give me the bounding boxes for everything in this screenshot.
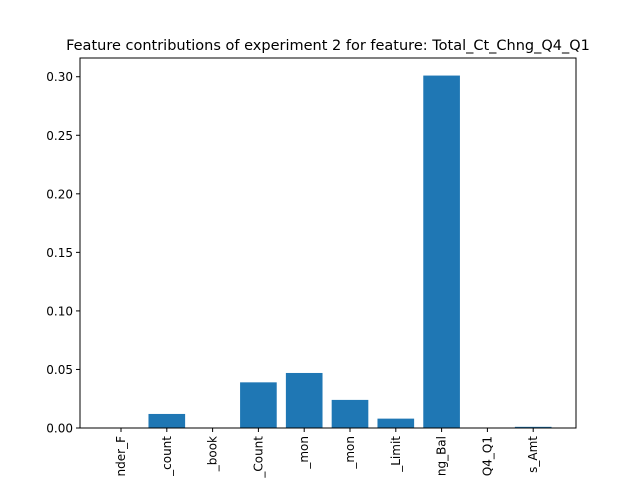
x-tick-label: _mon: [297, 436, 311, 470]
bar-4: [285, 372, 323, 428]
x-tick-label: ng_Bal: [435, 436, 449, 476]
bar-9: [514, 426, 552, 428]
x-tick-label: _book: [206, 436, 220, 472]
chart-title: Feature contributions of experiment 2 fo…: [66, 38, 590, 54]
plot-frame: [79, 57, 577, 429]
y-tick-label: 0.25: [46, 129, 73, 143]
x-tick-label: _Count: [251, 436, 265, 479]
bar-3: [240, 382, 277, 428]
bar-7: [423, 75, 460, 428]
bars-group: [148, 75, 552, 428]
x-axis: nder_F _count _book _Count _mon _mon _Limit ng_…: [114, 428, 540, 479]
y-axis: 0.00 0.05 0.10 0.15 0.20 0.25 0.30: [46, 70, 80, 436]
y-tick-label: 0.30: [46, 70, 73, 84]
y-tick-label: 0.20: [46, 187, 73, 201]
bar-5: [331, 399, 369, 428]
x-tick-label: _count: [160, 436, 174, 477]
y-tick-label: 0.10: [46, 304, 73, 318]
x-tick-label: _Limit: [389, 436, 403, 473]
y-tick-label: 0.05: [46, 363, 73, 377]
x-tick-label: Q4_Q1: [480, 436, 494, 476]
bar-1: [148, 413, 186, 428]
y-tick-label: 0.15: [46, 246, 73, 260]
x-tick-label: _mon: [343, 436, 357, 470]
x-tick-label: nder_F: [114, 436, 128, 477]
y-tick-label: 0.00: [46, 422, 73, 436]
x-tick-label: s_Amt: [526, 436, 540, 473]
bar-6: [377, 418, 415, 428]
